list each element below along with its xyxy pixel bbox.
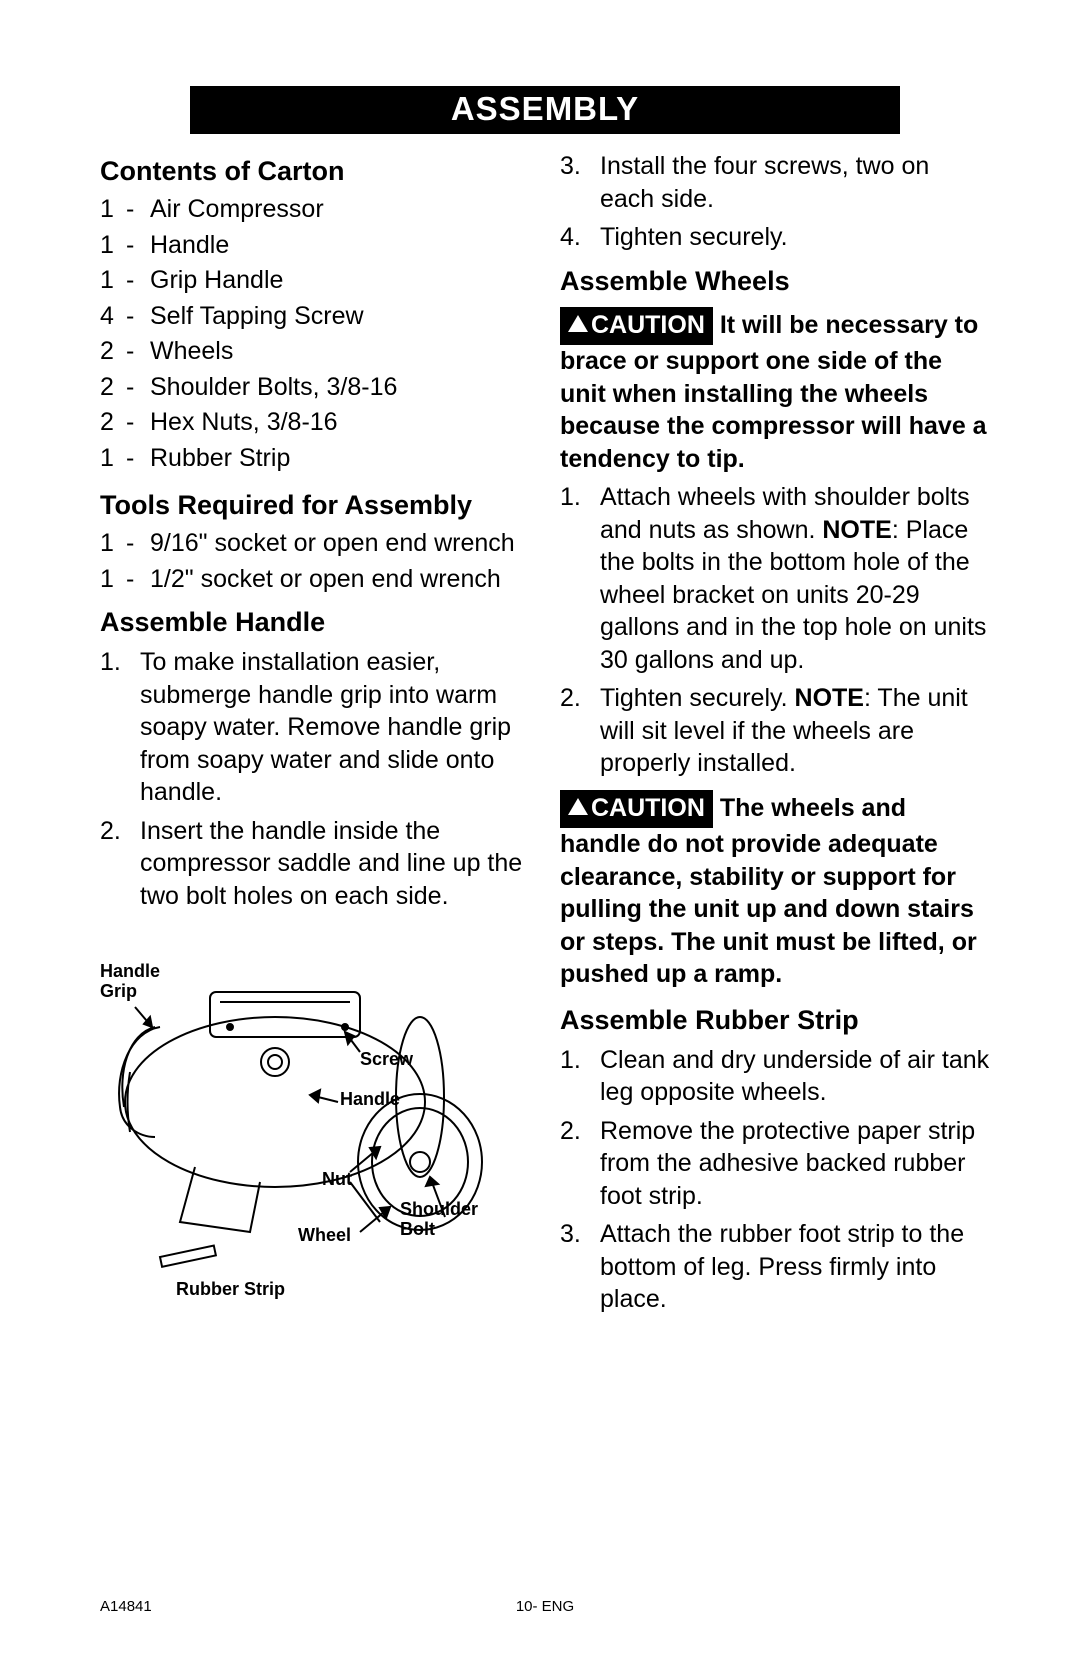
list-item: 1 - Grip Handle	[100, 264, 530, 297]
label-rubber-strip: Rubber Strip	[176, 1280, 285, 1300]
caution-block-1: CAUTION It will be necessary to brace or…	[560, 307, 990, 476]
list-item: 1 - Air Compressor	[100, 193, 530, 226]
assemble-wheels-heading: Assemble Wheels	[560, 264, 990, 299]
assemble-handle-heading: Assemble Handle	[100, 605, 530, 640]
list-item: 2 - Shoulder Bolts, 3/8-16	[100, 371, 530, 404]
step-item: 4. Tighten securely.	[560, 221, 990, 254]
step-item: 2. Tighten securely. NOTE: The unit will…	[560, 682, 990, 780]
step-item: 3. Install the four screws, two on each …	[560, 150, 990, 215]
compressor-illustration	[100, 932, 520, 1332]
page-number: 10- ENG	[516, 1598, 574, 1615]
step-item: 3. Attach the rubber foot strip to the b…	[560, 1218, 990, 1316]
step-item: 1. To make installation easier, submerge…	[100, 646, 530, 809]
step-item: 1. Clean and dry underside of air tank l…	[560, 1044, 990, 1109]
list-item: 1 - 1/2" socket or open end wrench	[100, 563, 530, 596]
list-item: 1 - Rubber Strip	[100, 442, 530, 475]
step-item: 1. Attach wheels with shoulder bolts and…	[560, 481, 990, 676]
section-title: ASSEMBLY	[190, 86, 900, 134]
label-nut: Nut	[322, 1170, 352, 1190]
assembly-diagram: HandleGrip Screw Handle Nut ShoulderBolt…	[100, 932, 520, 1332]
right-column: 3. Install the four screws, two on each …	[560, 144, 990, 1332]
contents-heading: Contents of Carton	[100, 154, 530, 189]
list-item: 1 - 9/16" socket or open end wrench	[100, 527, 530, 560]
step-item: 2. Insert the handle inside the compress…	[100, 815, 530, 913]
tools-heading: Tools Required for Assembly	[100, 488, 530, 523]
label-screw: Screw	[360, 1050, 413, 1070]
caution-block-2: CAUTION The wheels and handle do not pro…	[560, 790, 990, 991]
list-item: 1 - Handle	[100, 229, 530, 262]
label-handle: Handle	[340, 1090, 400, 1110]
list-item: 2 - Wheels	[100, 335, 530, 368]
assemble-rubber-heading: Assemble Rubber Strip	[560, 1003, 990, 1038]
caution-badge: CAUTION	[560, 307, 713, 346]
page-footer: A14841 10- ENG	[100, 1598, 990, 1615]
caution-badge: CAUTION	[560, 790, 713, 829]
label-shoulder-bolt: ShoulderBolt	[400, 1200, 478, 1240]
label-wheel: Wheel	[298, 1226, 351, 1246]
label-handle-grip: HandleGrip	[100, 962, 160, 1002]
left-column: Contents of Carton 1 - Air Compressor 1 …	[100, 144, 530, 1332]
doc-number: A14841	[100, 1598, 152, 1615]
list-item: 4 - Self Tapping Screw	[100, 300, 530, 333]
list-item: 2 - Hex Nuts, 3/8-16	[100, 406, 530, 439]
step-item: 2. Remove the protective paper strip fro…	[560, 1115, 990, 1213]
